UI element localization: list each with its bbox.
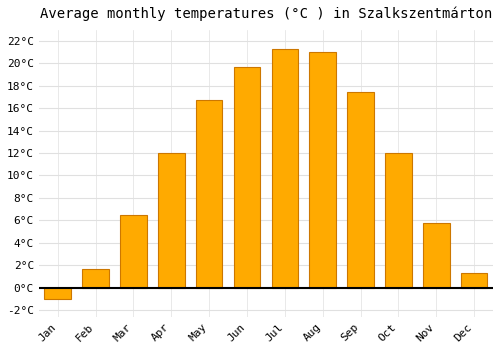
Bar bbox=[120, 215, 146, 288]
Bar bbox=[44, 288, 71, 299]
Bar bbox=[348, 92, 374, 288]
Bar bbox=[310, 52, 336, 288]
Bar bbox=[234, 66, 260, 288]
Bar bbox=[423, 223, 450, 288]
Bar bbox=[461, 273, 487, 288]
Title: Average monthly temperatures (°C ) in Szalkszentmárton: Average monthly temperatures (°C ) in Sz… bbox=[40, 7, 492, 21]
Bar bbox=[272, 49, 298, 288]
Bar bbox=[385, 153, 411, 288]
Bar bbox=[158, 153, 184, 288]
Bar bbox=[82, 268, 109, 288]
Bar bbox=[196, 100, 222, 288]
